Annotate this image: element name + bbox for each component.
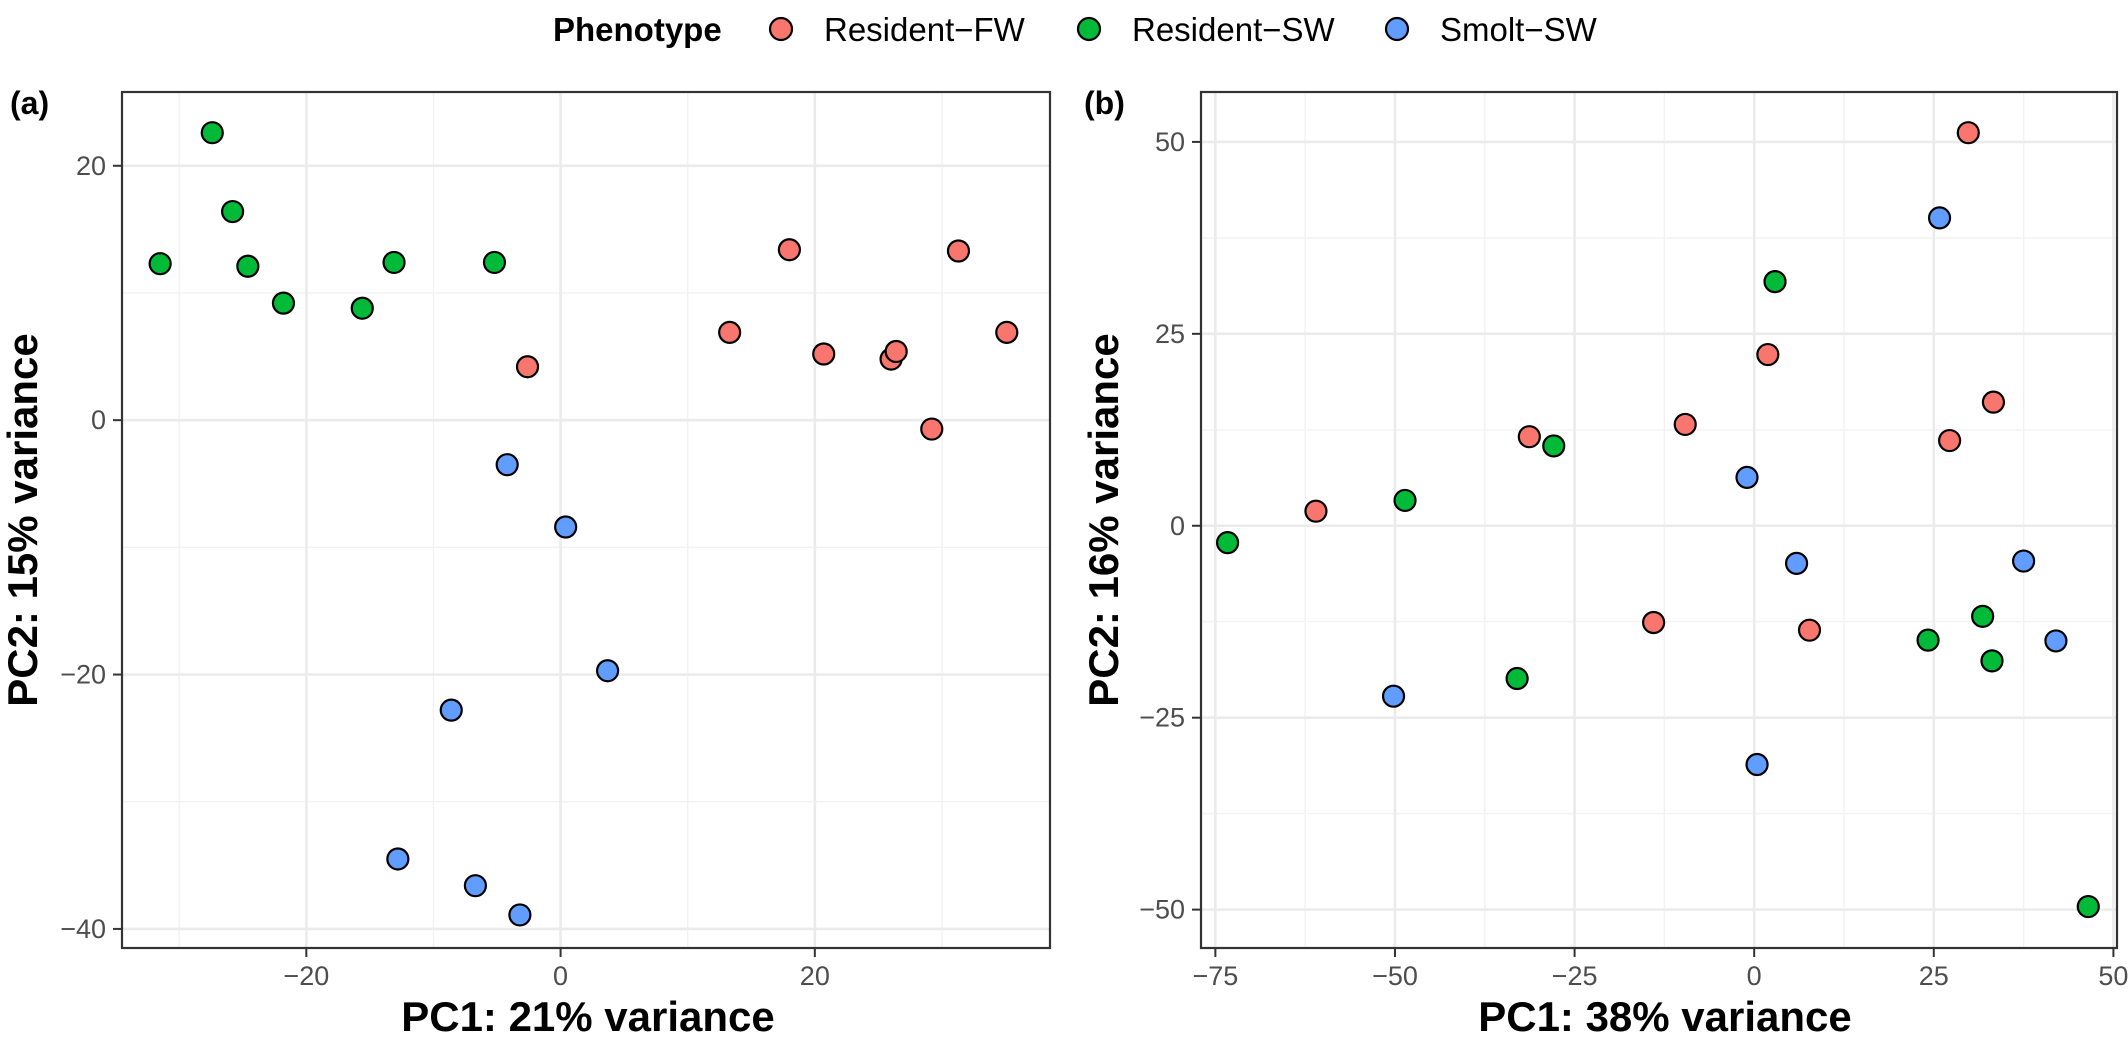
data-point	[1938, 428, 1962, 453]
data-point	[1763, 270, 1787, 294]
data-point	[1215, 531, 1240, 555]
data-point	[200, 121, 224, 145]
series-2	[1381, 206, 2068, 777]
data-point	[1381, 684, 1406, 708]
legend-key-0	[768, 16, 794, 42]
data-point	[1981, 390, 2006, 414]
x-tick-label: 0	[1747, 961, 1762, 991]
legend-label-1: Resident−SW	[1132, 11, 1336, 48]
data-point	[1797, 618, 1822, 642]
series-0	[515, 238, 1019, 441]
series-0	[1304, 121, 2006, 642]
y-tick-label: 0	[91, 405, 106, 435]
data-point	[236, 254, 260, 278]
panel-border	[120, 90, 1052, 950]
data-point	[554, 515, 578, 539]
grid-0	[122, 92, 1050, 948]
grid-1	[1201, 92, 2117, 948]
data-point	[1673, 412, 1697, 437]
data-point	[2044, 629, 2068, 653]
x-tick-label: 0	[553, 961, 568, 991]
data-point	[1745, 752, 1769, 777]
panel-label-a: (a)	[10, 85, 49, 121]
data-point	[1542, 434, 1566, 458]
panel-a: (a) PC1: 21% variance PC2: 15% variance …	[0, 85, 1052, 1040]
y-tick-label: 0	[1170, 511, 1185, 541]
y-tick-label: 25	[1155, 319, 1185, 349]
data-point	[1393, 488, 1417, 513]
x-tick-label: −25	[1552, 961, 1598, 991]
data-point	[718, 320, 742, 344]
y-axis-title-a: PC2: 15% variance	[0, 333, 46, 707]
data-point	[463, 874, 488, 898]
data-point	[812, 342, 836, 366]
data-point	[884, 339, 908, 364]
legend: Phenotype Resident−FW Resident−SW Smolt−SW	[553, 11, 1598, 48]
data-point	[1517, 425, 1541, 449]
x-axis-title-b: PC1: 38% variance	[1478, 993, 1852, 1040]
data-point	[508, 903, 532, 927]
series-1	[1215, 270, 2100, 919]
x-tick-label: 50	[2098, 961, 2128, 991]
data-point	[1505, 666, 1529, 691]
data-point	[148, 252, 172, 276]
y-tick-label: −25	[1139, 703, 1185, 733]
panel-label-b: (b)	[1084, 85, 1125, 121]
data-point	[1756, 342, 1780, 367]
data-point	[777, 238, 801, 262]
data-point	[946, 239, 971, 263]
data-point	[1971, 604, 1995, 628]
series-1	[148, 121, 507, 320]
y-axis-title-b: PC2: 16% variance	[1080, 333, 1127, 707]
data-point	[1304, 499, 1328, 523]
data-point	[1784, 551, 1809, 575]
data-point	[995, 320, 1019, 344]
data-point	[482, 250, 507, 275]
panel-b: (b) PC1: 38% variance PC2: 16% variance …	[1080, 85, 2128, 1040]
x-tick-label: 20	[800, 961, 830, 991]
data-point	[350, 296, 374, 320]
y-tick-label: −20	[60, 660, 106, 690]
data-point	[271, 291, 296, 315]
x-tick-label: −20	[283, 961, 329, 991]
data-point	[2012, 549, 2036, 573]
data-point	[495, 453, 519, 477]
legend-title: Phenotype	[553, 11, 722, 48]
data-point	[1927, 206, 1952, 230]
panel-border	[1199, 90, 2119, 950]
legend-label-0: Resident−FW	[824, 11, 1026, 48]
data-point	[439, 698, 463, 722]
x-tick-label: −50	[1372, 961, 1418, 991]
legend-key-2	[1384, 16, 1410, 42]
data-point	[1735, 465, 1759, 489]
data-point	[920, 417, 944, 441]
legend-label-2: Smolt−SW	[1440, 11, 1598, 48]
data-point	[596, 659, 620, 683]
data-point	[2076, 894, 2100, 919]
data-point	[386, 847, 410, 871]
x-tick-label: 25	[1919, 961, 1949, 991]
legend-key-1	[1076, 16, 1102, 42]
y-tick-label: −40	[60, 914, 106, 944]
series-2	[386, 453, 620, 927]
data-point	[1642, 610, 1666, 635]
x-axis-title-a: PC1: 21% variance	[401, 993, 775, 1040]
y-tick-label: −50	[1139, 895, 1185, 925]
data-point	[1916, 628, 1940, 652]
y-tick-label: 20	[76, 151, 106, 181]
y-tick-label: 50	[1155, 127, 1185, 157]
data-point	[1956, 121, 1980, 145]
data-point	[1980, 649, 2004, 673]
x-tick-label: −75	[1192, 961, 1238, 991]
data-point	[515, 355, 540, 379]
data-point	[220, 199, 245, 224]
data-point	[382, 250, 406, 275]
